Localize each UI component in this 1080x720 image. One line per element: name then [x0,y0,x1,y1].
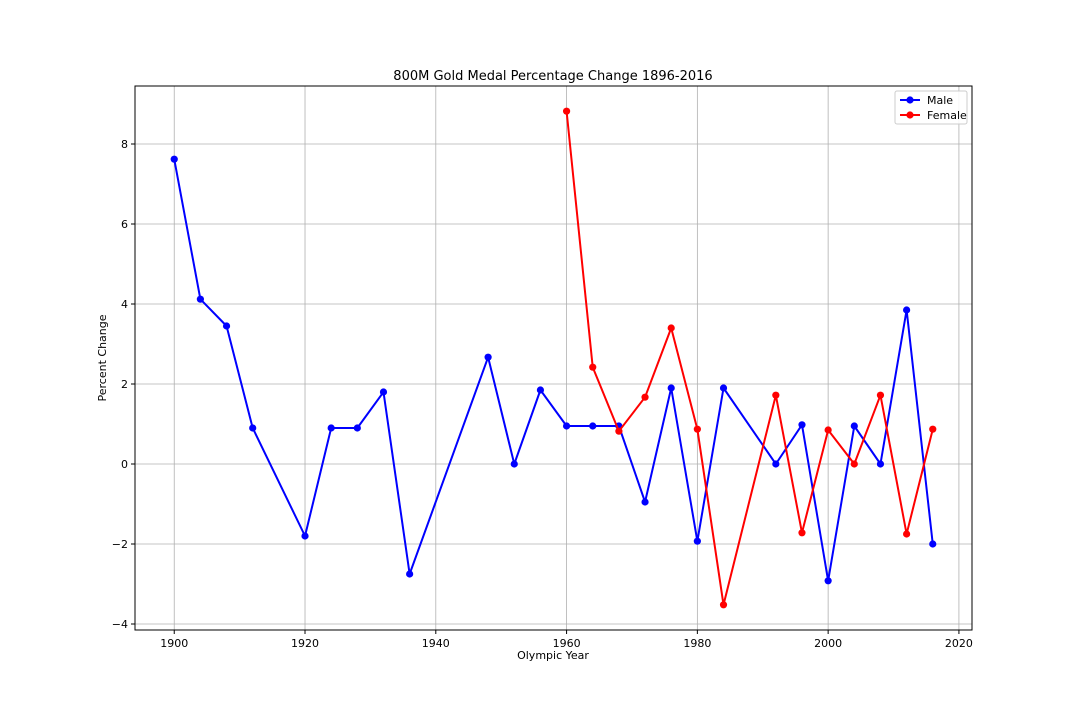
y-tick-label: 6 [121,218,128,231]
data-point-male [667,384,675,392]
data-point-male [170,155,178,163]
series-line-female [565,111,934,606]
data-point-female [903,530,911,538]
y-tick-label: −2 [112,538,128,551]
data-point-female [876,391,885,399]
data-point-female [693,425,701,433]
data-point-female [719,601,728,609]
legend-marker-male [906,96,914,104]
data-point-female [824,426,832,434]
legend: Male Female [894,90,968,125]
data-point-male [929,540,937,548]
y-tick-label: 8 [121,138,128,151]
data-point-male [641,498,649,506]
grid-layer [135,86,972,630]
x-tick-label: 1940 [422,637,450,650]
data-point-male [327,424,335,432]
data-point-male [589,422,597,430]
data-point-male [562,422,571,430]
data-point-male [379,388,388,396]
data-point-male [249,424,257,432]
tick-layer: 1900 1920 1940 1960 1980 2000 2020 −4 −2 0 2 4 6 8 [112,138,973,650]
data-point-male [772,460,780,468]
x-tick-label: 1960 [553,637,581,650]
data-point-male [301,532,309,540]
data-point-male [850,422,858,430]
data-point-male [719,384,728,392]
data-point-female [641,393,649,401]
y-tick-label: −4 [112,618,128,631]
legend-label-male: Male [927,94,953,107]
data-point-male [798,421,806,429]
x-axis-label: Olympic Year [517,649,589,662]
y-axis-label: Percent Change [96,314,109,401]
data-point-male [196,295,204,303]
data-point-male [484,353,492,361]
data-point-male [353,424,361,432]
x-tick-label: 2000 [814,637,842,650]
data-point-male [824,577,832,585]
y-tick-label: 4 [121,298,128,311]
x-tick-label: 1900 [160,637,188,650]
x-tick-label: 2020 [945,637,973,650]
series-layer [170,107,937,609]
data-point-male [876,460,885,468]
y-tick-label: 0 [121,458,128,471]
data-point-female [615,427,623,435]
data-point-male [510,460,518,468]
data-point-female [850,460,858,468]
data-point-female [798,529,806,537]
data-point-male [406,570,414,578]
data-point-male [222,322,231,330]
legend-marker-female [906,111,914,119]
data-point-male [693,537,701,545]
data-point-female [589,363,597,371]
series-line-male [173,159,934,582]
series-female [562,107,937,609]
data-point-female [562,107,571,115]
series-male [170,155,937,585]
legend-label-female: Female [927,109,967,122]
y-tick-label: 2 [121,378,128,391]
x-tick-label: 1980 [683,637,711,650]
plot-frame [134,85,973,631]
data-point-female [772,391,780,399]
x-tick-label: 1920 [291,637,319,650]
data-point-female [667,324,675,332]
data-point-female [929,425,937,433]
data-point-male [903,306,911,314]
chart-title: 800M Gold Medal Percentage Change 1896-2… [393,69,712,84]
data-point-male [536,386,545,394]
